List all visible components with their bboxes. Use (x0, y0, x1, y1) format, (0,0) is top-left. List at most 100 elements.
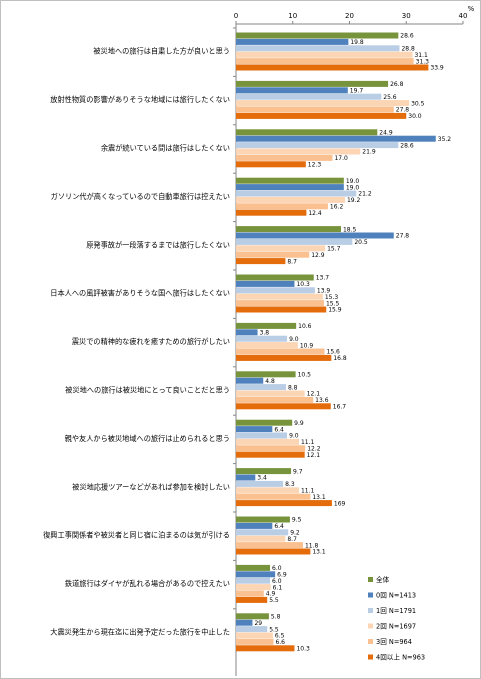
data-label: 10.5 (298, 372, 312, 379)
data-label: 9.5 (292, 517, 302, 524)
bar (236, 203, 328, 210)
bars (236, 32, 436, 652)
data-label: 17.0 (334, 155, 348, 162)
data-label: 13.6 (315, 397, 329, 404)
data-label: 6.0 (272, 565, 282, 572)
bar (236, 371, 296, 378)
data-label: 8.7 (287, 258, 297, 265)
bar (236, 135, 436, 142)
data-label: 6.9 (277, 572, 287, 579)
data-label: 19.2 (347, 197, 361, 204)
data-label: 11.1 (301, 488, 315, 495)
data-label: 19.7 (350, 88, 364, 95)
category-label: 原発事故が一段落するまでは旅行したくない (86, 240, 230, 249)
bar (236, 32, 399, 39)
bar (236, 542, 303, 549)
bar (236, 564, 271, 571)
bar (236, 480, 284, 487)
bar (236, 487, 299, 494)
data-label: 5.5 (269, 597, 279, 604)
category-label: ガソリン代が高くなっているので自動車旅行は控えたい (51, 192, 230, 201)
bar (236, 258, 286, 265)
x-tick-label: 30 (402, 12, 411, 20)
data-label: 8.3 (285, 481, 295, 488)
data-label: 15.6 (327, 349, 341, 356)
data-label: 9.7 (293, 468, 303, 475)
bar (236, 396, 314, 403)
legend-swatch (368, 592, 373, 598)
data-label: 19.0 (346, 184, 360, 191)
bar (236, 403, 331, 410)
bar (236, 226, 341, 233)
bar (236, 300, 324, 307)
bar (236, 596, 268, 603)
bar (236, 626, 268, 633)
category-label: 被災地への旅行は被災地にとって良いことだと思う (65, 386, 230, 395)
data-label: 12.2 (307, 446, 321, 453)
data-label: 13.1 (312, 549, 326, 556)
category-label: 被災地応援ツアーなどがあれば参加を検討したい (72, 482, 230, 491)
bar (236, 638, 274, 645)
bar (236, 516, 290, 523)
data-label: 10.9 (300, 342, 314, 349)
bar (236, 100, 410, 107)
bar (236, 45, 400, 52)
data-label: 31.1 (414, 52, 428, 59)
bar (236, 293, 323, 300)
data-label: 12.9 (311, 252, 325, 259)
bar (236, 161, 306, 168)
bar (236, 474, 256, 481)
bar (236, 184, 344, 191)
bar (236, 390, 305, 397)
bar (236, 445, 306, 452)
bar (236, 251, 310, 258)
data-label: 25.6 (383, 94, 397, 101)
data-label: 11.8 (305, 542, 319, 549)
category-label: 復興工事関係者や被災者と同じ宿に泊まるのは気が引ける (43, 531, 230, 540)
bar (236, 571, 276, 578)
data-label: 29 (254, 620, 262, 627)
x-tick-label: 20 (345, 12, 354, 20)
bar (236, 274, 314, 281)
x-tick-label: 0 (234, 12, 238, 20)
data-label: 12.1 (307, 391, 321, 398)
bar (236, 329, 258, 336)
legend: 全体 0回 N=1413 1回 N=1791 2回 N=1697 3回 N=964 4回以… (368, 575, 425, 662)
legend-label: 4回以上 N=963 (376, 653, 425, 662)
bar (236, 590, 264, 597)
bar (236, 209, 307, 216)
data-label: 19.0 (346, 178, 360, 185)
bar (236, 51, 413, 58)
legend-label: 全体 (376, 575, 390, 584)
bar (236, 287, 315, 294)
data-label: 6.6 (275, 639, 285, 646)
data-label: 6.4 (274, 523, 284, 530)
data-label: 169 (334, 500, 346, 507)
data-label: 8.8 (288, 384, 298, 391)
category-label: 被災地への旅行は自粛した方が良いと思う (93, 47, 230, 56)
data-label: 15.3 (325, 294, 339, 301)
bar (236, 632, 273, 639)
bar (236, 426, 273, 433)
labels: 被災地への旅行は自粛した方が良いと思う28.619.828.831.131.33… (43, 33, 451, 653)
data-label: 19.8 (350, 39, 364, 46)
bar (236, 177, 344, 184)
data-label: 28.6 (400, 142, 414, 149)
bar (236, 322, 297, 329)
bar (236, 196, 345, 203)
data-label: 12.3 (308, 162, 322, 169)
bar (236, 306, 327, 313)
data-label: 13.9 (317, 288, 331, 295)
data-label: 6.5 (275, 633, 285, 640)
bar (236, 548, 311, 555)
legend-swatch (368, 623, 373, 629)
legend-label: 3回 N=964 (376, 638, 412, 646)
bar (236, 451, 305, 458)
bar (236, 148, 361, 155)
data-label: 30.5 (411, 100, 425, 107)
bar (236, 232, 394, 239)
bar (236, 38, 349, 45)
data-label: 9.9 (294, 420, 304, 427)
data-label: 9.0 (289, 433, 299, 440)
